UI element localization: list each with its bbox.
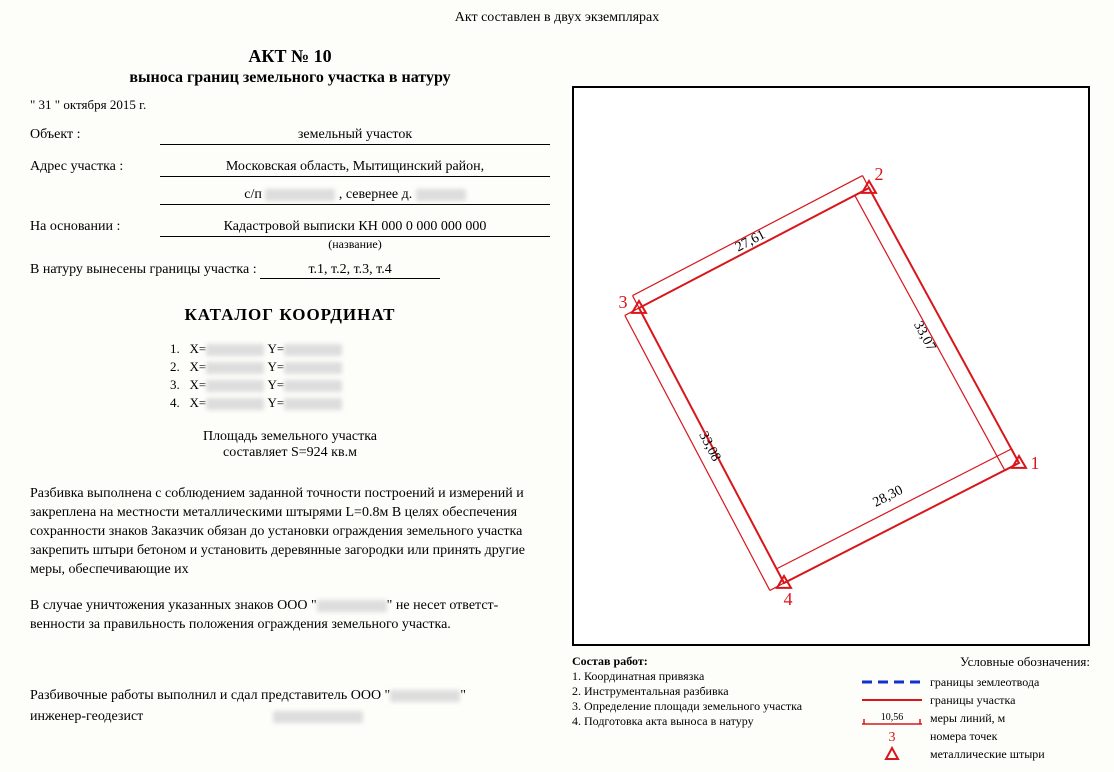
field-basis-value: Кадастровой выписки КН 000 0 000 000 000 — [160, 219, 550, 237]
doc-date: " 31 " октября 2015 г. — [30, 97, 550, 113]
legend-row: границы участка — [862, 692, 1090, 708]
plot-svg: 27,61 33,07 28,30 33,08 1 2 3 4 — [574, 88, 1092, 648]
works-block: Состав работ: 1. Координатная привязка2.… — [572, 654, 862, 729]
field-address: Адрес участка : Московская область, Мыти… — [30, 159, 550, 177]
field-boundaries: В натуру вынесены границы участка : т.1,… — [30, 262, 550, 279]
svg-text:4: 4 — [784, 589, 793, 609]
redacted — [317, 600, 387, 612]
svg-text:2: 2 — [875, 164, 884, 184]
para3-b: " — [460, 688, 466, 703]
paragraph-1: Разбивка выполнена с соблюдением заданно… — [30, 485, 550, 579]
legend-swatch — [862, 674, 922, 690]
redacted — [273, 711, 363, 723]
svg-text:33,07: 33,07 — [910, 319, 938, 354]
svg-text:3: 3 — [889, 730, 896, 744]
addr2-suffix: , севернее д. — [339, 187, 416, 202]
legend-swatch — [862, 746, 922, 762]
doc-title-1: АКТ № 10 — [30, 46, 550, 67]
catalog-title: КАТАЛОГ КООРДИНАТ — [30, 305, 550, 325]
legend-swatch — [862, 692, 922, 708]
redacted — [265, 189, 335, 201]
area-line1: Площадь земельного участка — [30, 429, 550, 445]
area-block: Площадь земельного участка составляет S=… — [30, 429, 550, 461]
field-basis-label: На основании : — [30, 219, 160, 237]
field-address-value1: Московская область, Мытищинский район, — [160, 159, 550, 177]
para2-a: В случае уничтожения указанных знаков ОО… — [30, 598, 317, 613]
legend-text: границы участка — [930, 693, 1090, 708]
redacted — [416, 189, 466, 201]
legend-row: границы землеотвода — [862, 674, 1090, 690]
works-item: 1. Координатная привязка — [572, 669, 862, 684]
legend-title: Условные обозначения: — [862, 654, 1090, 670]
works-item: 2. Инструментальная разбивка — [572, 684, 862, 699]
svg-text:3: 3 — [619, 292, 628, 312]
field-boundaries-label: В натуру вынесены границы участка : — [30, 262, 257, 277]
svg-text:33,08: 33,08 — [695, 429, 723, 464]
field-address-value2: с/п , севернее д. — [160, 187, 550, 205]
plot-box: 27,61 33,07 28,30 33,08 1 2 3 4 — [572, 86, 1090, 646]
paragraph-2: В случае уничтожения указанных знаков ОО… — [30, 597, 550, 635]
para3-a: Разбивочные работы выполнил и сдал предс… — [30, 688, 390, 703]
svg-text:27,61: 27,61 — [733, 227, 768, 255]
legend-text: границы землеотвода — [930, 675, 1090, 690]
legend-text: металлические штыри — [930, 747, 1090, 762]
legend-swatch: 3 — [862, 728, 922, 744]
field-address-label: Адрес участка : — [30, 159, 160, 177]
para3-c: инженер-геодезист — [30, 709, 143, 724]
svg-text:10,56: 10,56 — [881, 712, 904, 723]
coord-row: 2. X= Y= — [170, 359, 550, 375]
below-row: Состав работ: 1. Координатная привязка2.… — [572, 654, 1090, 764]
top-note: Акт составлен в двух экземплярах — [0, 0, 1114, 26]
works-item: 3. Определение площади земельного участк… — [572, 699, 862, 714]
field-basis-sub: (название) — [160, 237, 550, 252]
legend-row: 3 номера точек — [862, 728, 1090, 744]
coord-row: 3. X= Y= — [170, 377, 550, 393]
coords-list: 1. X= Y= 2. X= Y= 3. X= Y= 4. X= Y= — [170, 341, 550, 411]
legend-swatch: 10,56 — [862, 710, 922, 726]
paragraph-3: Разбивочные работы выполнил и сдал предс… — [30, 685, 550, 727]
legend-text: номера точек — [930, 729, 1090, 744]
addr2-prefix: с/п — [244, 187, 265, 202]
field-object-value: земельный участок — [160, 127, 550, 145]
svg-text:1: 1 — [1031, 453, 1040, 473]
field-basis: На основании : Кадастровой выписки КН 00… — [30, 219, 550, 237]
redacted — [390, 690, 460, 702]
legend-row: металлические штыри — [862, 746, 1090, 762]
coord-row: 4. X= Y= — [170, 395, 550, 411]
field-object: Объект : земельный участок — [30, 127, 550, 145]
svg-text:28,30: 28,30 — [871, 483, 906, 511]
legend-row: 10,56 меры линий, м — [862, 710, 1090, 726]
legend-text: меры линий, м — [930, 711, 1090, 726]
right-column: 27,61 33,07 28,30 33,08 1 2 3 4 Состав работ: 1… — [572, 86, 1090, 764]
legend-block: Условные обозначения: границы землеотвод… — [862, 654, 1090, 764]
field-object-label: Объект : — [30, 127, 160, 145]
field-boundaries-value: т.1, т.2, т.3, т.4 — [260, 262, 440, 279]
left-column: АКТ № 10 выноса границ земельного участк… — [30, 40, 550, 727]
coord-row: 1. X= Y= — [170, 341, 550, 357]
works-item: 4. Подготовка акта выноса в натуру — [572, 714, 862, 729]
doc-title-2: выноса границ земельного участка в натур… — [30, 69, 550, 87]
area-line2: составляет S=924 кв.м — [30, 445, 550, 461]
works-header: Состав работ: — [572, 654, 862, 669]
